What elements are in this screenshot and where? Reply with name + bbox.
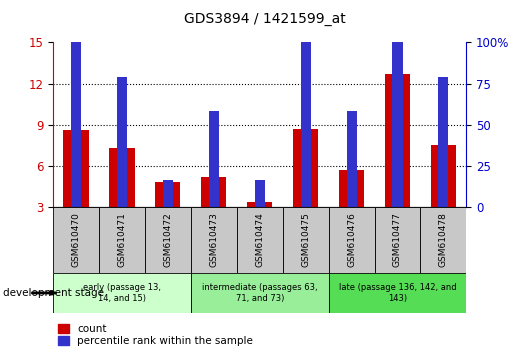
Bar [438, 77, 448, 207]
Text: GSM610472: GSM610472 [163, 212, 172, 267]
Text: GDS3894 / 1421599_at: GDS3894 / 1421599_at [184, 12, 346, 27]
Bar [117, 77, 127, 207]
Bar [431, 145, 456, 207]
Bar [191, 273, 329, 313]
Text: intermediate (passages 63,
71, and 73): intermediate (passages 63, 71, and 73) [202, 283, 317, 303]
Bar [53, 207, 99, 273]
Bar [329, 273, 466, 313]
Bar [339, 170, 364, 207]
Bar [392, 8, 403, 207]
Bar [155, 182, 180, 207]
Text: GSM610477: GSM610477 [393, 212, 402, 267]
Bar [109, 148, 135, 207]
Bar [385, 74, 410, 207]
Bar [201, 177, 226, 207]
Text: late (passage 136, 142, and
143): late (passage 136, 142, and 143) [339, 283, 456, 303]
Bar [347, 111, 357, 207]
Text: GSM610470: GSM610470 [72, 212, 81, 267]
Bar [282, 207, 329, 273]
Bar [163, 180, 173, 207]
Bar [53, 273, 191, 313]
Text: early (passage 13,
14, and 15): early (passage 13, 14, and 15) [83, 283, 161, 303]
Bar [237, 207, 282, 273]
Bar [329, 207, 375, 273]
Text: GSM610474: GSM610474 [255, 212, 264, 267]
Bar [145, 207, 191, 273]
Bar [99, 207, 145, 273]
Text: GSM610471: GSM610471 [118, 212, 126, 267]
Text: GSM610478: GSM610478 [439, 212, 448, 267]
Bar [301, 42, 311, 207]
Bar [209, 111, 219, 207]
Bar [64, 130, 89, 207]
Text: GSM610476: GSM610476 [347, 212, 356, 267]
Bar [254, 180, 265, 207]
Text: GSM610475: GSM610475 [301, 212, 310, 267]
Bar [420, 207, 466, 273]
Text: development stage: development stage [3, 288, 104, 298]
Legend: count, percentile rank within the sample: count, percentile rank within the sample [58, 324, 253, 346]
Bar [293, 129, 318, 207]
Bar [71, 42, 81, 207]
Bar [375, 207, 420, 273]
Bar [191, 207, 237, 273]
Text: GSM610473: GSM610473 [209, 212, 218, 267]
Bar [247, 202, 272, 207]
